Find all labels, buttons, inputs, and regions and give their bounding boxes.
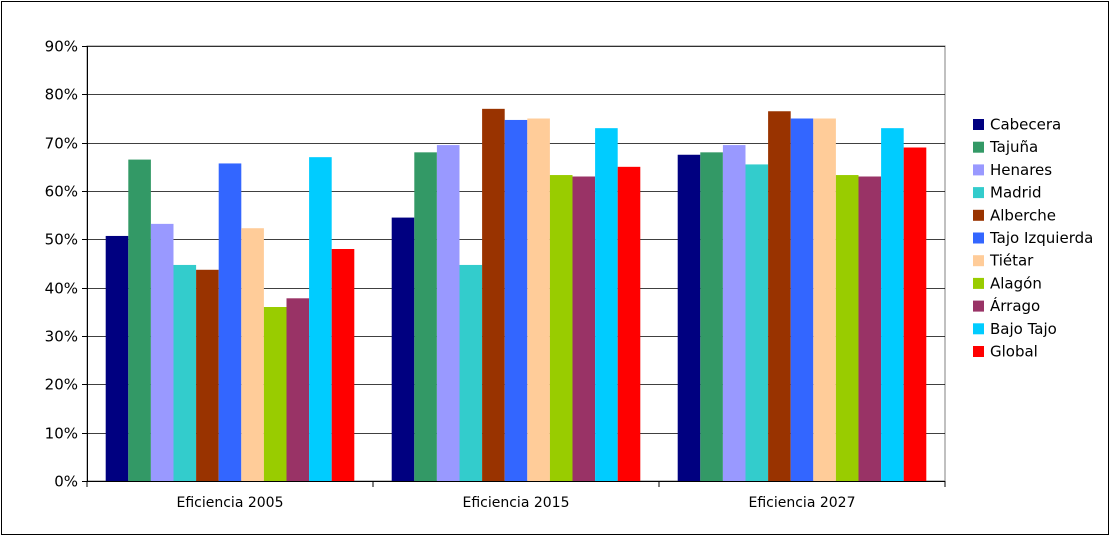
- bar: [677, 154, 701, 481]
- axes: 0% 10% 20% 30% 40% 50% 60% 70% 80% 90% Eficiencia …: [45, 38, 946, 511]
- legend-label: Cabecera: [990, 116, 1061, 134]
- x-category-label: Eficiencia 2005: [177, 495, 284, 511]
- bar: [218, 163, 242, 481]
- legend-label: Tajo Izquierda: [989, 229, 1093, 247]
- legend-swatch: [973, 300, 984, 312]
- y-tick-label: 20%: [45, 376, 78, 394]
- legend-label: Tiétar: [989, 252, 1034, 270]
- bar: [858, 176, 882, 481]
- bar: [482, 108, 505, 481]
- bar: [309, 157, 332, 481]
- legend-label: Tajuña: [989, 138, 1038, 156]
- bar: [745, 164, 769, 481]
- legend-label: Bajo Tajo: [990, 320, 1057, 338]
- y-tick-label: 80%: [45, 86, 78, 104]
- bar: [504, 119, 528, 481]
- bar: [150, 223, 174, 481]
- legend-swatch: [973, 209, 984, 221]
- legend-label: Henares: [990, 161, 1052, 179]
- y-tick-label: 30%: [45, 328, 78, 346]
- y-tick-label: 50%: [45, 231, 78, 249]
- y-tick-label: 40%: [45, 280, 78, 298]
- bar: [617, 166, 641, 482]
- legend-swatch: [973, 187, 984, 199]
- bar: [700, 152, 723, 482]
- bar: [286, 298, 310, 481]
- legend-label: Alagón: [990, 274, 1042, 292]
- bar: [722, 145, 746, 482]
- legend-swatch: [973, 346, 984, 357]
- legend: Cabecera Tajuña Henares Madrid Alberche Tajo …: [973, 116, 1093, 361]
- bar: [903, 147, 927, 481]
- bar: [835, 175, 859, 482]
- x-category-label: Eficiencia 2015: [463, 495, 570, 511]
- bar: [790, 118, 814, 481]
- bar: [331, 249, 355, 481]
- bar: [595, 128, 618, 481]
- x-category-label: Eficiencia 2027: [749, 495, 856, 511]
- y-tick-label: 0%: [54, 473, 78, 491]
- legend-swatch: [973, 255, 984, 267]
- bars: [105, 108, 927, 482]
- legend-label: Alberche: [990, 206, 1056, 224]
- bar: [572, 176, 596, 481]
- bar: [241, 228, 264, 481]
- bar: [128, 159, 151, 482]
- bar: [263, 307, 287, 481]
- legend-swatch: [973, 277, 984, 289]
- y-tick-label: 90%: [45, 38, 78, 56]
- legend-label: Madrid: [990, 184, 1042, 202]
- bar: [391, 217, 415, 482]
- bar: [436, 145, 460, 482]
- legend-swatch: [973, 232, 984, 244]
- y-tick-label: 10%: [45, 425, 78, 443]
- bar: [768, 111, 791, 481]
- legend-swatch: [973, 141, 984, 153]
- bar: [549, 175, 573, 482]
- legend-swatch: [973, 164, 984, 176]
- bar: [813, 118, 836, 481]
- legend-label: Global: [990, 343, 1038, 361]
- y-tick-label: 60%: [45, 183, 78, 201]
- y-tick-label: 70%: [45, 135, 78, 153]
- bar: [173, 264, 197, 481]
- bar: [196, 269, 219, 481]
- legend-swatch: [973, 119, 984, 130]
- bar: [527, 118, 550, 481]
- bar: [414, 152, 437, 482]
- bar: [881, 128, 904, 481]
- legend-label: Árrago: [990, 296, 1040, 315]
- legend-swatch: [973, 323, 984, 335]
- bar: [459, 264, 483, 481]
- bar: [105, 235, 129, 481]
